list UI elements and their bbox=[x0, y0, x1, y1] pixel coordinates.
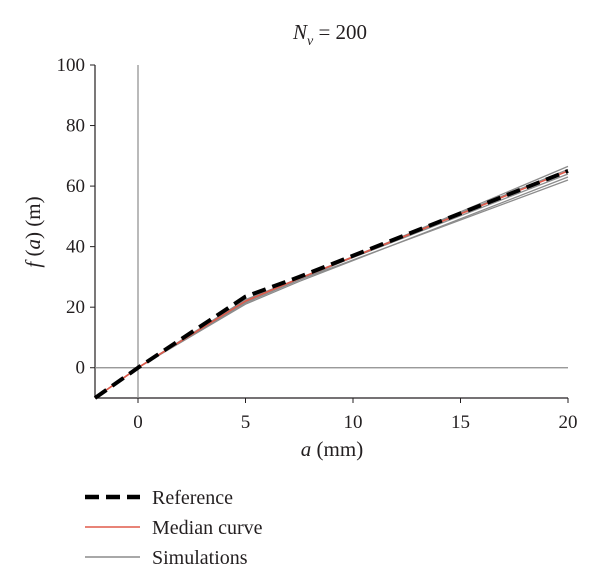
title-subscript: v bbox=[307, 34, 314, 49]
y-tick-label: 80 bbox=[66, 116, 85, 137]
x-tick-label: 10 bbox=[344, 412, 363, 433]
y-tick-label: 0 bbox=[76, 358, 86, 379]
x-axis-title: a (mm) bbox=[301, 437, 363, 461]
x-tick-label: 15 bbox=[451, 412, 470, 433]
title-suffix: = 200 bbox=[313, 20, 367, 44]
series-layer bbox=[93, 165, 569, 400]
legend-label-reference: Reference bbox=[152, 487, 233, 509]
median-curve bbox=[94, 170, 569, 399]
x-tick-label: 20 bbox=[559, 412, 578, 433]
legend: Reference Median curve Simulations bbox=[85, 487, 263, 569]
tick-labels: 0 20 40 60 80 100 0 5 10 15 20 bbox=[57, 55, 578, 433]
y-tick-label: 100 bbox=[57, 55, 86, 76]
chart-title: Nv = 200 bbox=[292, 20, 367, 49]
x-tick-label: 5 bbox=[241, 412, 251, 433]
simulation-curve-2 bbox=[94, 168, 569, 399]
simulation-curve-3 bbox=[94, 173, 569, 399]
y-tick-label: 40 bbox=[66, 237, 85, 258]
y-tick-label: 20 bbox=[66, 297, 85, 318]
reference-curve bbox=[93, 169, 569, 400]
legend-label-simulations: Simulations bbox=[152, 547, 248, 569]
x-tick-label: 0 bbox=[133, 412, 143, 433]
y-tick-label: 60 bbox=[66, 176, 85, 197]
simulation-curve-5 bbox=[94, 179, 569, 399]
simulation-curve-4 bbox=[94, 176, 569, 399]
axes bbox=[90, 64, 569, 403]
y-axis-title: f (a) (m) bbox=[21, 196, 45, 267]
legend-label-median: Median curve bbox=[152, 517, 263, 539]
title-var: N bbox=[292, 20, 308, 44]
